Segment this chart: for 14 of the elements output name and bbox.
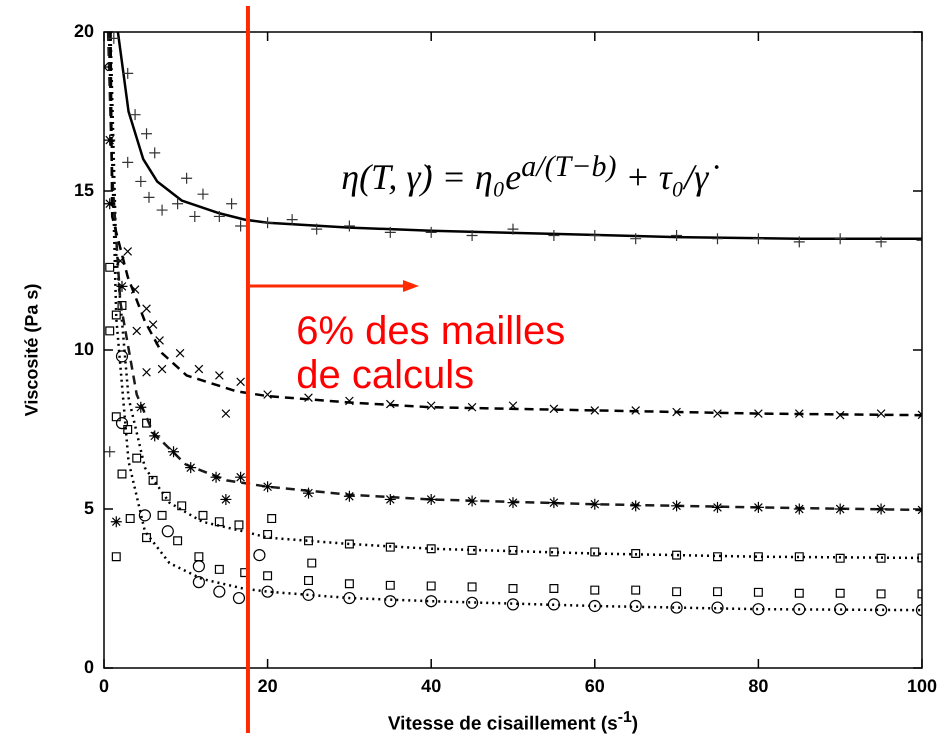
x-tick-label: 60	[584, 676, 605, 696]
y-tick-label: 15	[74, 180, 94, 200]
x-tick-label: 20	[258, 676, 278, 696]
x-tick-label: 0	[98, 676, 110, 696]
x-tick-label: 100	[906, 676, 938, 696]
y-tick-label: 0	[84, 656, 94, 677]
x-tick-label: 40	[421, 676, 442, 696]
x-tick-label: 80	[748, 676, 768, 696]
y-axis-title: Viscosité (Pa s)	[22, 284, 42, 416]
annotation: 6% des mailles de calculs	[296, 308, 566, 397]
y-tick-label: 20	[74, 20, 94, 41]
y-tick-label: 5	[84, 498, 94, 518]
x-axis-title: Vitesse de cisaillement (s$^{-1}$)	[386, 709, 640, 736]
y-tick-label: 10	[74, 338, 94, 359]
